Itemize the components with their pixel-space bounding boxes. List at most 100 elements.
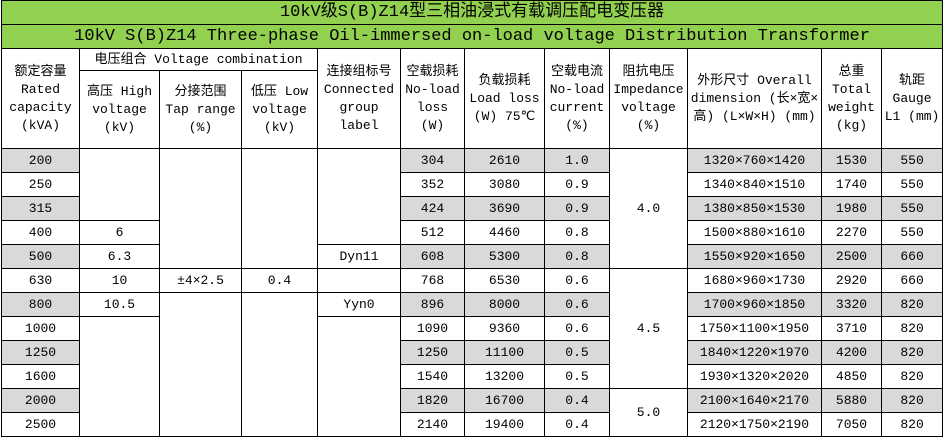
cell: 1750×1100×1950 (687, 316, 822, 341)
cell: 550 (880, 196, 944, 221)
cell: 352 (400, 172, 465, 197)
cell: Dyn11 (317, 244, 401, 269)
cell: 768 (400, 268, 465, 293)
row: 315 424 3690 0.9 1380×850×1530 1980 550 (1, 196, 944, 221)
cell: 16700 (464, 388, 545, 413)
cell: 4460 (464, 220, 545, 245)
cell: 5.0 (609, 388, 688, 437)
cell: 5880 (821, 388, 882, 413)
merged-cell (79, 148, 160, 221)
merged-cell (241, 292, 318, 437)
cell: 2100×1640×2170 (687, 388, 822, 413)
cell: 1.0 (544, 148, 610, 173)
cell: 4.5 (609, 268, 688, 389)
header: 高压 High voltage (kV) (79, 70, 160, 149)
cell: 550 (880, 172, 944, 197)
cell: 896 (400, 292, 465, 317)
cell: 0.8 (544, 244, 610, 269)
merged-cell (317, 268, 401, 293)
header: 电压组合 Voltage combination (79, 48, 318, 71)
header: 总重 Total weight (kg) (821, 48, 882, 149)
cell: 0.4 (241, 268, 318, 293)
row: 250 352 3080 0.9 1340×840×1510 1740 550 (1, 172, 944, 197)
cell: 10 (79, 268, 160, 293)
cell: 1380×850×1530 (687, 196, 822, 221)
cell: 11100 (464, 340, 545, 365)
merged-cell (159, 148, 242, 269)
merged-cell (159, 292, 242, 437)
row: 500 6.3 Dyn11 608 5300 0.8 1550×920×1650 2500 66… (1, 244, 944, 269)
cell: 608 (400, 244, 465, 269)
cell: 13200 (464, 364, 545, 389)
cell: 0.5 (544, 364, 610, 389)
merged-cell (317, 148, 401, 245)
cell: 820 (880, 412, 944, 437)
cell: 9360 (464, 316, 545, 341)
cell: 500 (1, 244, 80, 269)
cell: 400 (1, 220, 80, 245)
row: 800 10.5 Yyn0 896 8000 0.6 1700×960×1850 3320 82… (1, 292, 944, 437)
header: 分接范围 Tap range (%) (159, 70, 242, 149)
header: 连接组标号 Connected group label (317, 48, 401, 149)
cell: 1820 (400, 388, 465, 413)
row: 630 10 ±4×2.5 0.4 768 6530 0.6 4.5 1680×960×1730… (1, 268, 944, 389)
cell: 820 (880, 292, 944, 317)
cell: 1090 (400, 316, 465, 341)
header: 外形尺寸 Overall dimension (长×宽×高) (L×W×H) (… (687, 48, 822, 149)
cell: 1740 (821, 172, 882, 197)
cell: 1700×960×1850 (687, 292, 822, 317)
cell: 1320×760×1420 (687, 148, 822, 173)
merged-cell (241, 148, 318, 269)
cell: 3080 (464, 172, 545, 197)
header: 低压 Low voltage (kV) (241, 70, 318, 149)
cell: 800 (1, 292, 80, 317)
cell: 3710 (821, 316, 882, 341)
cell: 2000 (1, 388, 80, 413)
cell: 1250 (400, 340, 465, 365)
cell: 2270 (821, 220, 882, 245)
cell: 0.9 (544, 196, 610, 221)
cell: 19400 (464, 412, 545, 437)
header: 空载电流 No-load current (%) (544, 48, 610, 149)
cell: 4200 (821, 340, 882, 365)
cell: 0.5 (544, 340, 610, 365)
cell: 0.6 (544, 316, 610, 341)
cell: 0.8 (544, 220, 610, 245)
cell: 820 (880, 364, 944, 389)
cell: 512 (400, 220, 465, 245)
header: 轨距 Gauge L1 (mm) (880, 48, 944, 149)
cell: 660 (880, 268, 944, 293)
header: 空载损耗 No-load loss (W) (400, 48, 465, 149)
cell: 4.0 (609, 148, 688, 269)
cell: 0.6 (544, 292, 610, 317)
cell: 2140 (400, 412, 465, 437)
cell: 8000 (464, 292, 545, 317)
spec-table: 10kV级S(B)Z14型三相油浸式有载调压配电变压器 10kV S(B)Z14… (0, 0, 944, 437)
cell: 424 (400, 196, 465, 221)
row: 1000 1090 9360 0.6 1750×1100×1950 3710 820 (1, 316, 944, 437)
cell: 6 (79, 220, 160, 245)
title-en: 10kV S(B)Z14 Three-phase Oil-immersed on… (0, 24, 944, 49)
cell: 0.4 (544, 388, 610, 413)
merged-cell (317, 316, 401, 437)
cell: Yyn0 (317, 292, 401, 317)
cell: 1600 (1, 364, 80, 389)
row: 2000 1820 16700 0.4 5.0 2100×1640×2170 5880 820 (1, 388, 944, 437)
cell: 5300 (464, 244, 545, 269)
header: 阻抗电压 Impedance voltage (%) (609, 48, 688, 149)
cell: 2500 (821, 244, 882, 269)
cell: 3320 (821, 292, 882, 317)
cell: 1930×1320×2020 (687, 364, 822, 389)
cell: 1530 (821, 148, 882, 173)
cell: 1500×880×1610 (687, 220, 822, 245)
cell: 0.9 (544, 172, 610, 197)
row: 400 6 512 4460 0.8 1500×880×1610 2270 550 (1, 220, 944, 245)
cell: 3690 (464, 196, 545, 221)
cell: 1000 (1, 316, 80, 341)
cell: 2500 (1, 412, 80, 437)
cell: 315 (1, 196, 80, 221)
cell: 304 (400, 148, 465, 173)
cell: 4850 (821, 364, 882, 389)
merged-cell (79, 316, 160, 437)
